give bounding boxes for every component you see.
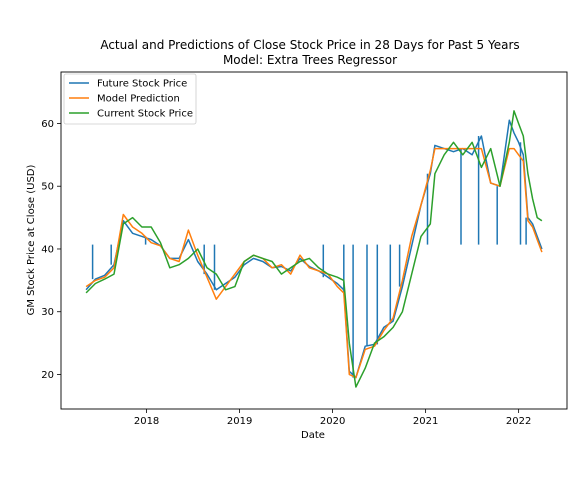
legend-label-1: Model Prediction <box>97 94 180 105</box>
x-axis-label: Date <box>301 430 325 441</box>
plot-area <box>60 71 568 410</box>
y-tick-label-0: 20 <box>41 370 54 381</box>
y-tick-label-4: 60 <box>41 119 54 130</box>
x-tick-label-2: 2020 <box>320 416 345 427</box>
series-line-2 <box>85 110 543 388</box>
x-tick-label-4: 2022 <box>506 416 531 427</box>
legend: Future Stock Price Model Prediction Curren… <box>63 73 197 125</box>
series-line-1 <box>85 147 543 379</box>
y-tick-label-2: 40 <box>41 244 54 255</box>
x-axis: 2018 2019 2020 2021 2022 <box>134 409 531 427</box>
y-tick-label-1: 30 <box>41 307 54 318</box>
x-tick-label-0: 2018 <box>134 416 159 427</box>
legend-label-0: Future Stock Price <box>97 79 187 90</box>
legend-label-2: Current Stock Price <box>97 109 193 120</box>
y-tick-label-3: 50 <box>41 182 54 193</box>
y-axis: 20 30 40 50 60 <box>41 119 61 381</box>
chart-subtitle: Model: Extra Trees Regressor <box>223 53 397 67</box>
chart-title: Actual and Predictions of Close Stock Pr… <box>100 38 519 52</box>
x-tick-label-3: 2021 <box>413 416 438 427</box>
plot-frame <box>60 71 568 410</box>
legend-box <box>63 73 197 125</box>
y-axis-label: GM Stock Price at Close (USD) <box>26 165 37 316</box>
x-tick-label-1: 2019 <box>227 416 252 427</box>
series-line-0 <box>85 119 543 379</box>
